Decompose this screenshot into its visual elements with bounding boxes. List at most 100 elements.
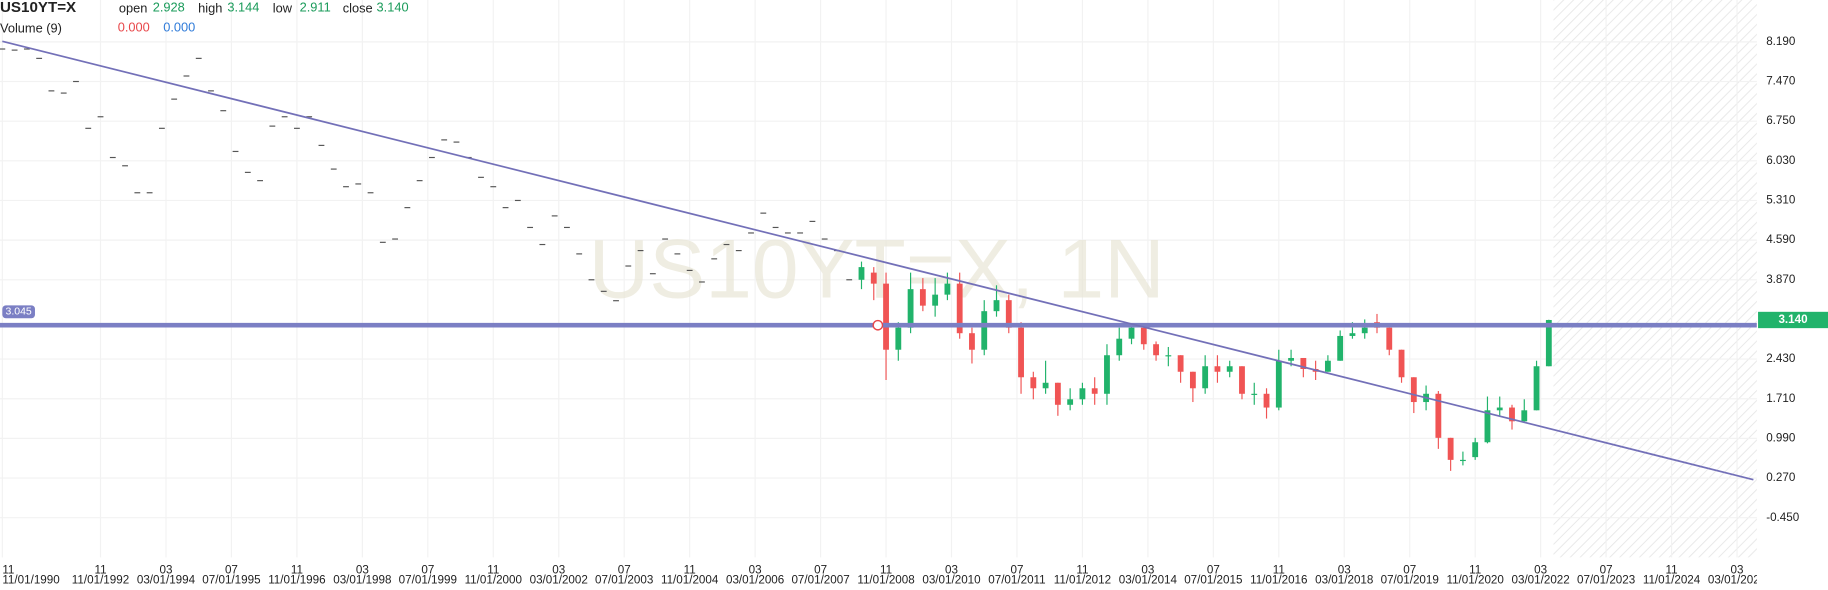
x-tick-label: 03/01/2026 xyxy=(1708,574,1766,587)
candle-body xyxy=(1067,399,1074,405)
x-tick-month: 07 xyxy=(1207,563,1220,576)
x-tick-month: 11 xyxy=(1273,563,1285,576)
candle-body xyxy=(1300,357,1307,369)
candle-body xyxy=(1337,335,1344,361)
background xyxy=(0,0,1757,558)
candle-body xyxy=(1091,388,1098,394)
x-tick-label: 11/01/2020 xyxy=(1446,574,1504,587)
candle-body xyxy=(1533,366,1540,411)
x-tick-label: 07/01/2023 xyxy=(1577,574,1635,587)
candle-body xyxy=(919,289,926,306)
candle-body xyxy=(1447,437,1454,460)
x-tick-label: 03/01/2018 xyxy=(1315,574,1373,587)
y-tick-label: 8.190 xyxy=(1766,35,1796,48)
x-tick-month: 11 xyxy=(94,563,106,576)
candle-body xyxy=(1459,459,1466,462)
candle-body xyxy=(1472,442,1479,458)
ohlc-name: close xyxy=(343,1,373,16)
x-tick-label: 03/01/2010 xyxy=(922,574,981,587)
candle-body xyxy=(1128,327,1135,339)
x-tick-month: 07 xyxy=(814,563,827,576)
x-tick-label: 03/01/1994 xyxy=(137,574,196,587)
future-hatch xyxy=(1553,0,1757,558)
x-tick-month: 03 xyxy=(1534,563,1547,576)
x-tick-month: 03 xyxy=(1731,563,1744,576)
hline-badge xyxy=(2,305,35,319)
x-tick-label: 07/01/2003 xyxy=(595,574,653,587)
candle-body xyxy=(1005,300,1012,328)
x-tick-month: 03 xyxy=(749,563,762,576)
candle-body xyxy=(1226,366,1233,372)
candle-body xyxy=(1042,382,1049,389)
candle-body xyxy=(1214,366,1221,372)
x-tick-label: 11/01/2008 xyxy=(857,574,914,587)
x-tick-month: 11 xyxy=(291,563,303,576)
hline-anchor xyxy=(872,319,884,331)
x-tick-label: 03/01/1998 xyxy=(333,574,391,587)
x-tick-month: 11 xyxy=(1666,563,1678,576)
candle-body xyxy=(1177,355,1184,372)
ohlc-value: 2.911 xyxy=(300,0,331,15)
x-tick-label: 07/01/2011 xyxy=(988,574,1045,587)
candle-body xyxy=(895,327,902,350)
x-tick-label: 03/01/2014 xyxy=(1119,574,1178,587)
candle-body xyxy=(1410,377,1417,403)
candle-body xyxy=(1263,393,1270,408)
x-tick-label: 11/01/2000 xyxy=(465,574,523,587)
y-tick-label: 6.750 xyxy=(1766,114,1796,127)
ohlc-name: high xyxy=(198,1,222,16)
y-tick-label: 1.710 xyxy=(1766,392,1796,405)
candle-body xyxy=(1251,393,1258,395)
x-tick-month: 07 xyxy=(225,563,238,576)
candle-body xyxy=(1324,360,1331,372)
y-tick-label: 2.430 xyxy=(1766,352,1796,365)
candle-body xyxy=(883,283,889,350)
x-tick-label: 07/01/2015 xyxy=(1184,574,1242,587)
axes: 8.190 7.470 6.750 6.030 5.310 4.590 3.870 2.430… xyxy=(2,35,1828,587)
indicator-value: 0.000 xyxy=(118,19,150,34)
candle-body xyxy=(1288,357,1294,361)
ohlc-value: 2.928 xyxy=(153,0,185,15)
candle-body xyxy=(1018,327,1024,378)
x-tick-month: 03 xyxy=(1338,563,1351,576)
x-tick-month: 07 xyxy=(1600,563,1613,576)
candle-body xyxy=(969,333,975,350)
candle-body xyxy=(1521,410,1528,422)
candle-body xyxy=(870,272,877,284)
x-tick-month: 03 xyxy=(160,563,173,576)
y-tick-label: 3.870 xyxy=(1766,273,1796,286)
candle-body xyxy=(1545,319,1552,367)
candle-body xyxy=(1509,407,1515,422)
x-tick-month: 11 xyxy=(487,563,499,576)
watermark: US10YT=X, 1N xyxy=(589,221,1165,315)
candle-body xyxy=(956,283,963,334)
x-tick-label: 03/01/2022 xyxy=(1512,574,1570,587)
candle-body xyxy=(1398,349,1405,378)
ohlc-value: 3.140 xyxy=(377,0,409,15)
last-price-label: 3.140 xyxy=(1778,313,1807,326)
ohlc-value: 3.144 xyxy=(227,0,259,15)
x-tick-month: 11 xyxy=(684,563,696,576)
x-tick-month: 07 xyxy=(1010,563,1023,576)
candle-body xyxy=(1140,327,1147,345)
candle-body xyxy=(981,311,988,350)
hline-badge-label: 3.045 xyxy=(6,307,32,318)
x-tick-month: 07 xyxy=(1403,563,1416,576)
candle-body xyxy=(1435,393,1442,438)
x-tick-month: 03 xyxy=(1141,563,1154,576)
x-tick-label: 11/01/1996 xyxy=(268,574,325,587)
last-price-badge xyxy=(1758,311,1828,329)
x-tick-month: 03 xyxy=(356,563,369,576)
ohlc-name: low xyxy=(273,1,293,16)
x-tick-label: 07/01/2007 xyxy=(791,574,849,587)
x-tick-label: 11/01/2012 xyxy=(1054,574,1111,587)
x-tick-month: 11 xyxy=(1076,563,1088,576)
x-tick-month: 03 xyxy=(552,563,565,576)
x-tick-label: 11/01/2024 xyxy=(1643,574,1701,587)
candle-body xyxy=(1239,366,1245,394)
candle-body xyxy=(1054,382,1061,405)
candle-body xyxy=(1386,327,1393,350)
x-tick-label: 07/01/1999 xyxy=(399,574,457,587)
ohlc-name: open xyxy=(119,1,148,16)
candle-body xyxy=(993,300,1000,312)
